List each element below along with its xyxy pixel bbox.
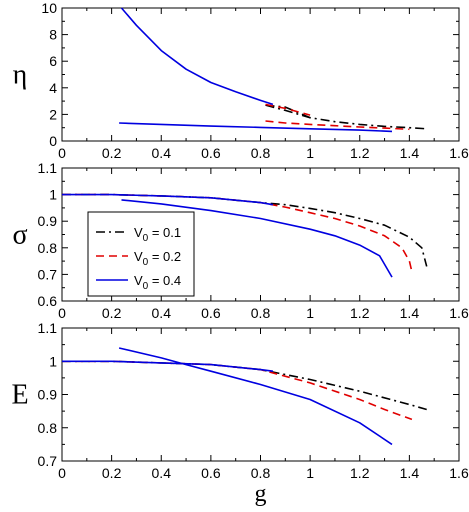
x-tick-label: 0.4 xyxy=(152,465,172,481)
x-tick-label: 1 xyxy=(306,305,314,321)
series-line-2 xyxy=(265,103,311,116)
x-tick-label: 0.6 xyxy=(201,145,221,161)
x-tick-label: 0.6 xyxy=(201,305,221,321)
legend-label: V0 = 0.1 xyxy=(134,225,181,244)
y-tick-label: 1 xyxy=(49,187,57,203)
series-line-3 xyxy=(120,7,274,106)
x-tick-label: 1 xyxy=(306,145,314,161)
x-tick-label: 1.4 xyxy=(400,465,420,481)
x-tick-label: 1.2 xyxy=(350,145,370,161)
y-tick-label: 0.8 xyxy=(38,420,58,436)
y-tick-label: 0.9 xyxy=(38,387,58,403)
panel-1: 0 0.2 0.4 0.6 0.8 1 1.2 1.4 1.6 0 2 4 6 8 10 η xyxy=(13,0,469,161)
y-tick-label: 0.9 xyxy=(38,213,58,229)
series-line-3 xyxy=(118,347,393,446)
x-tick-label: 1.2 xyxy=(350,465,370,481)
y-tick-label: 0.7 xyxy=(38,453,58,469)
panel-3: 0 0.2 0.4 0.6 0.8 1 1.2 1.4 1.6 0.7 0.8 0.9 1 1.1 Eg xyxy=(11,320,468,507)
series-line-3 xyxy=(62,193,274,206)
y-tick-label: 0 xyxy=(49,133,57,149)
y-axis-label: η xyxy=(13,60,28,91)
x-tick-label: 0.2 xyxy=(102,465,122,481)
plot-frame xyxy=(61,7,460,142)
y-tick-label: 10 xyxy=(41,0,57,16)
y-tick-label: 1.1 xyxy=(38,320,58,336)
legend-label: V0 = 0.4 xyxy=(134,273,181,292)
y-tick-label: 1 xyxy=(49,353,57,369)
x-tick-label: 0.4 xyxy=(152,145,172,161)
y-tick-label: 0.7 xyxy=(38,266,58,282)
x-tick-label: 0 xyxy=(58,145,66,161)
x-tick-label: 0 xyxy=(58,465,66,481)
y-axis-label: σ xyxy=(12,220,27,251)
y-axis-label: E xyxy=(11,380,28,411)
series-line-2 xyxy=(62,193,413,272)
legend: V0 = 0.1 V0 = 0.2 V0 = 0.4 xyxy=(87,211,195,297)
x-tick-label: 0.2 xyxy=(102,145,122,161)
x-tick-label: 1.6 xyxy=(449,145,469,161)
y-tick-label: 0.8 xyxy=(38,240,58,256)
x-tick-label: 0.2 xyxy=(102,305,122,321)
series-line-3 xyxy=(119,122,393,133)
x-tick-label: 0.8 xyxy=(251,145,271,161)
y-tick-label: 8 xyxy=(49,27,57,43)
series-line-3 xyxy=(121,199,393,278)
x-tick-label: 1.2 xyxy=(350,305,370,321)
y-tick-label: 6 xyxy=(49,53,57,69)
x-tick-label: 1.6 xyxy=(449,305,469,321)
y-tick-label: 4 xyxy=(49,80,57,96)
x-tick-label: 1.6 xyxy=(449,465,469,481)
x-tick-label: 1 xyxy=(306,465,314,481)
series-line-2 xyxy=(265,120,410,131)
series-line-3 xyxy=(62,360,274,372)
legend-label: V0 = 0.2 xyxy=(134,249,181,268)
x-tick-label: 0.4 xyxy=(152,305,172,321)
panel-2: 0 0.2 0.4 0.6 0.8 1 1.2 1.4 1.6 0.6 0.7 0.8 0.9 1 1.1 σ xyxy=(12,160,468,321)
x-axis-label: g xyxy=(255,481,267,507)
x-tick-label: 0.6 xyxy=(201,465,221,481)
x-tick-label: 1.4 xyxy=(400,305,420,321)
legend-box xyxy=(87,211,195,297)
x-tick-label: 1.4 xyxy=(400,145,420,161)
x-tick-label: 0.8 xyxy=(251,305,271,321)
x-tick-label: 0.8 xyxy=(251,465,271,481)
y-tick-label: 0.6 xyxy=(38,293,58,309)
series-line-1 xyxy=(265,104,427,130)
x-tick-label: 0 xyxy=(58,305,66,321)
y-tick-label: 1.1 xyxy=(38,160,58,176)
y-tick-label: 2 xyxy=(49,106,57,122)
